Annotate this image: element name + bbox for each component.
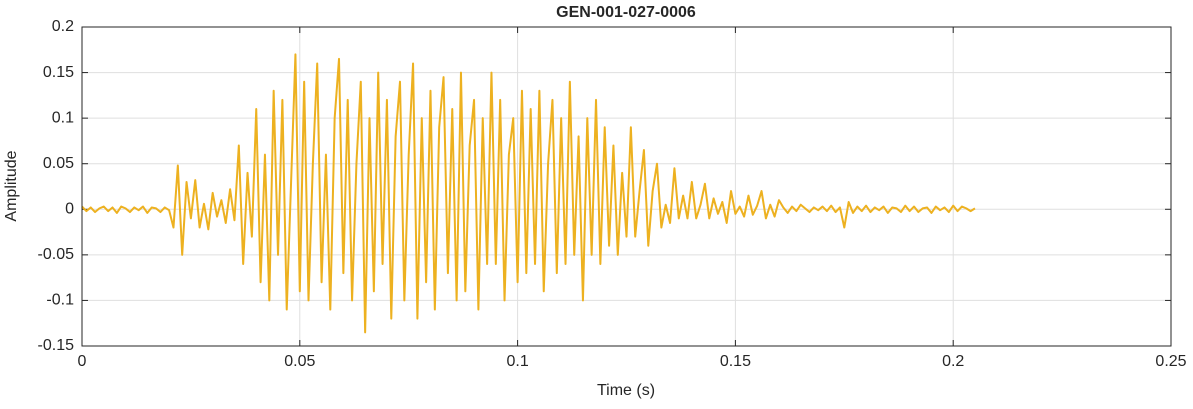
y-tick-label: -0.1 bbox=[46, 292, 74, 309]
x-tick-label: 0.25 bbox=[1155, 353, 1186, 370]
plot-area bbox=[82, 27, 1171, 346]
y-tick-label: 0.15 bbox=[43, 64, 74, 81]
x-tick-label: 0.1 bbox=[506, 353, 528, 370]
y-tick-label: -0.05 bbox=[38, 246, 75, 263]
y-tick-label: 0.05 bbox=[43, 155, 74, 172]
y-tick-label: 0.2 bbox=[52, 18, 74, 35]
y-tick-label: 0 bbox=[65, 201, 74, 218]
y-axis-label: Amplitude bbox=[3, 150, 20, 221]
y-tick-label: -0.15 bbox=[38, 337, 75, 354]
y-tick-label: 0.1 bbox=[52, 109, 74, 126]
x-tick-label: 0.2 bbox=[942, 353, 964, 370]
chart-title: GEN-001-027-0006 bbox=[556, 4, 696, 21]
x-tick-label: 0.15 bbox=[720, 353, 751, 370]
axes-box bbox=[81, 26, 1172, 347]
waveform-line bbox=[81, 53, 976, 334]
x-tick-label: 0 bbox=[78, 353, 87, 370]
x-tick-label: 0.05 bbox=[284, 353, 315, 370]
x-axis-label: Time (s) bbox=[597, 382, 655, 399]
